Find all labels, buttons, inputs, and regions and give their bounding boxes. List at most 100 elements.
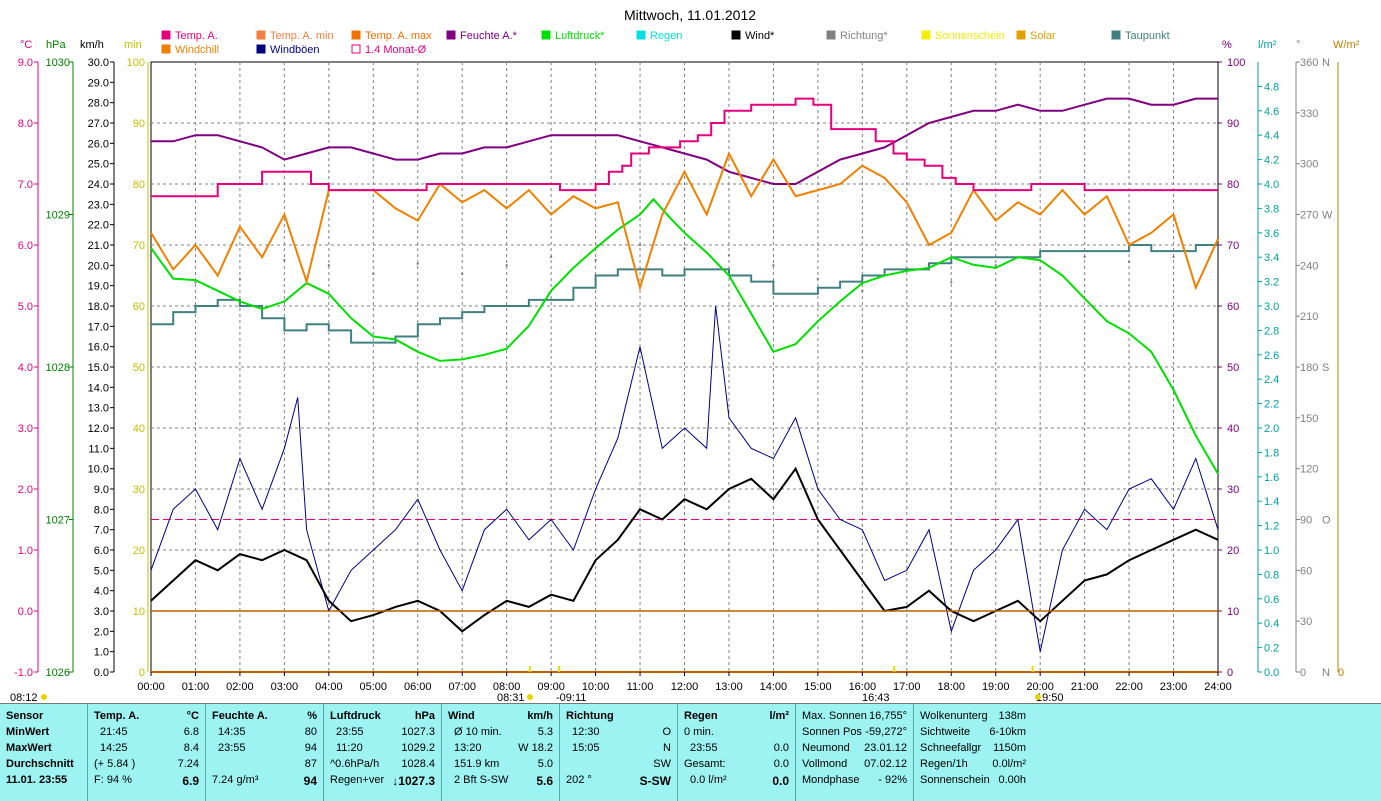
axis-unit-min: min — [124, 39, 142, 51]
kmh-tick-label: 7.0 — [94, 525, 109, 537]
stats-temp-delta: (+ 5.84 ) — [94, 758, 136, 770]
series-windb-en-line — [150, 305, 1219, 652]
x-tick-label: 03:00 — [271, 681, 299, 693]
stats-wind-max-val: W 18.2 — [518, 742, 553, 754]
deg-direction-label: W — [1322, 210, 1333, 222]
series-richtung-point — [194, 281, 197, 284]
stats-temp-min-val: 6.8 — [183, 726, 199, 738]
stats-hum-header: Feuchte A. — [212, 710, 268, 722]
rain-tick-label: 0.2 — [1264, 643, 1279, 655]
min-tick-label: 100 — [127, 57, 145, 69]
x-tick-label: 04:00 — [315, 681, 343, 693]
stats-hum-avg-val: 87 — [304, 758, 317, 770]
rain-tick-label: 4.8 — [1264, 81, 1279, 93]
pct-tick-label: 70 — [1227, 240, 1239, 252]
sunset-icon — [1035, 694, 1041, 700]
axis-unit-pct: % — [1222, 39, 1232, 51]
series-richtung-point — [1216, 264, 1220, 267]
legend: Temp. A. Temp. A. min Temp. A. max Feuchte … — [161, 30, 1170, 56]
series-feuchte-a-line — [151, 97, 1218, 185]
series-richtung-point — [1127, 260, 1131, 264]
stats-wind-avg10-label: Ø 10 min. — [454, 726, 502, 738]
legend-swatch — [351, 30, 361, 40]
sunrise-time: 08:12 — [10, 692, 38, 703]
stats-temp-unit: °C — [186, 710, 199, 722]
x-tick-label: 10:00 — [582, 681, 610, 693]
stats-hum-min-val: 80 — [304, 726, 317, 738]
kmh-tick-label: 21.0 — [88, 240, 109, 252]
legend-swatch — [446, 30, 456, 40]
stats-moonphase-val: - 92% — [878, 774, 907, 786]
temp-tick-label: 7.0 — [18, 179, 33, 191]
series-richtung-point — [149, 270, 153, 274]
stats-rainrate-label: Regen/1h — [920, 758, 968, 770]
deg-direction-label: N — [1322, 57, 1330, 69]
legend-swatch — [921, 30, 931, 40]
deg-tick-label: 90 — [1300, 515, 1312, 527]
chart-title: Mittwoch, 11.01.2012 — [624, 7, 756, 23]
stats-dir-header: Richtung — [566, 710, 614, 722]
stats-rain-current-val: 0.0 — [772, 774, 789, 788]
stats-sun-pos-val: -59,272° — [865, 726, 907, 738]
series-luftdruck-line — [150, 197, 1219, 475]
stats-dir-current-val: S-SW — [639, 774, 671, 788]
stats-col-temp: Temp. A. °C 21:45 6.8 14:25 8.4 (+ 5.84 ) 7.… — [88, 704, 206, 801]
temp-tick-label: 8.0 — [18, 118, 33, 130]
x-tick-label: 13:00 — [715, 681, 743, 693]
kmh-tick-label: 12.0 — [88, 423, 109, 435]
deg-tick-label: 120 — [1300, 464, 1318, 476]
rain-tick-label: 4.6 — [1264, 106, 1279, 118]
temp-tick-label: 4.0 — [18, 362, 33, 374]
axis-unit-rain: l/m² — [1258, 39, 1277, 51]
x-tick-label: 08:00 — [493, 681, 521, 693]
rain-tick-label: 3.8 — [1264, 203, 1279, 215]
series-richtung-point — [327, 264, 331, 267]
stats-temp-current-val: 6.9 — [182, 774, 199, 788]
stats-wind-bft: 2 Bft S-SW — [454, 774, 509, 786]
legend-label: Wind* — [745, 30, 775, 42]
stats-temp-humidity-note: F: 94 % — [94, 774, 132, 786]
kmh-tick-label: 11.0 — [88, 443, 109, 455]
rain-tick-label: 2.0 — [1264, 423, 1279, 435]
legend-swatch — [351, 44, 361, 54]
stats-rain-max-val: 0.0 — [773, 742, 789, 754]
temp-tick-label: 0.0 — [18, 606, 33, 618]
x-tick-label: 06:00 — [404, 681, 432, 693]
x-tick-label: 24:00 — [1204, 681, 1232, 693]
x-tick-label: 15:00 — [804, 681, 832, 693]
stats-press-min-time: 23:55 — [336, 726, 364, 738]
rain-tick-label: 2.2 — [1264, 399, 1279, 411]
min-tick-label: 10 — [133, 606, 145, 618]
stats-rain-total-label: Gesamt: — [684, 758, 726, 770]
stats-sunshine-label: Sonnenschein — [920, 774, 990, 786]
stats-cloudbase-label: Wolkenunterg — [920, 710, 988, 722]
stats-label-current: 11.01. 23:55 — [6, 774, 68, 786]
stats-press-avg-val: 1028.4 — [401, 758, 435, 770]
series-richtung-point — [461, 272, 464, 276]
pct-tick-label: 80 — [1227, 179, 1239, 191]
stats-press-forecast: Regen+ver — [330, 774, 385, 786]
kmh-tick-label: 2.0 — [94, 626, 109, 638]
axis-unit-deg: ° — [1296, 39, 1300, 51]
kmh-tick-label: 24.0 — [88, 179, 109, 191]
pct-tick-label: 0 — [1227, 667, 1233, 679]
stats-dir-max-val: N — [663, 742, 671, 754]
temp-tick-label: 2.0 — [18, 484, 33, 496]
axis-unit-kmh: km/h — [80, 39, 104, 51]
kmh-tick-label: 27.0 — [88, 118, 109, 130]
rain-tick-label: 3.2 — [1264, 277, 1279, 289]
min-tick-label: 0 — [139, 667, 145, 679]
stats-hum-current-val: 94 — [303, 774, 317, 788]
x-tick-label: 21:00 — [1071, 681, 1099, 693]
kmh-tick-label: 10.0 — [88, 464, 109, 476]
rain-tick-label: 1.4 — [1264, 496, 1279, 508]
legend-label: Feuchte A.* — [460, 30, 518, 42]
x-tick-label: 17:00 — [893, 681, 921, 693]
rain-tick-label: 0.4 — [1264, 618, 1279, 630]
stats-rain-max-time: 23:55 — [690, 742, 718, 754]
series-taupunkt-line — [151, 244, 1218, 344]
temp-tick-label: 1.0 — [18, 545, 33, 557]
temp-tick-label: -1.0 — [14, 667, 33, 679]
legend-label: Windchill — [175, 44, 219, 56]
legend-swatch — [1111, 30, 1121, 40]
